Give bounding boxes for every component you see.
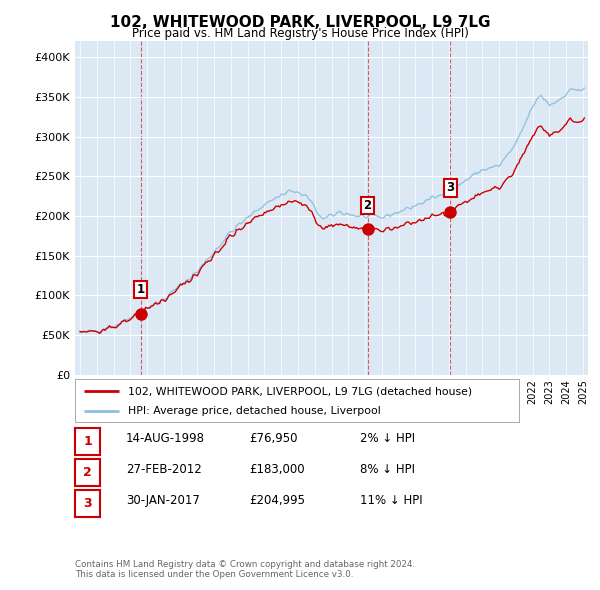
Text: 2: 2	[364, 199, 371, 212]
Text: Price paid vs. HM Land Registry's House Price Index (HPI): Price paid vs. HM Land Registry's House …	[131, 27, 469, 40]
Text: £204,995: £204,995	[249, 494, 305, 507]
Text: HPI: Average price, detached house, Liverpool: HPI: Average price, detached house, Live…	[128, 407, 381, 416]
Text: £183,000: £183,000	[249, 463, 305, 476]
Text: 3: 3	[83, 497, 92, 510]
Text: £76,950: £76,950	[249, 432, 298, 445]
Text: 11% ↓ HPI: 11% ↓ HPI	[360, 494, 422, 507]
Text: 27-FEB-2012: 27-FEB-2012	[126, 463, 202, 476]
Text: 30-JAN-2017: 30-JAN-2017	[126, 494, 200, 507]
Text: 3: 3	[446, 182, 454, 195]
Text: Contains HM Land Registry data © Crown copyright and database right 2024.
This d: Contains HM Land Registry data © Crown c…	[75, 560, 415, 579]
Text: 2: 2	[83, 466, 92, 479]
Text: 14-AUG-1998: 14-AUG-1998	[126, 432, 205, 445]
Text: 102, WHITEWOOD PARK, LIVERPOOL, L9 7LG: 102, WHITEWOOD PARK, LIVERPOOL, L9 7LG	[110, 15, 490, 30]
Text: 2% ↓ HPI: 2% ↓ HPI	[360, 432, 415, 445]
Text: 102, WHITEWOOD PARK, LIVERPOOL, L9 7LG (detached house): 102, WHITEWOOD PARK, LIVERPOOL, L9 7LG (…	[128, 386, 472, 396]
Text: 8% ↓ HPI: 8% ↓ HPI	[360, 463, 415, 476]
Text: 1: 1	[83, 435, 92, 448]
Text: 1: 1	[137, 283, 145, 296]
